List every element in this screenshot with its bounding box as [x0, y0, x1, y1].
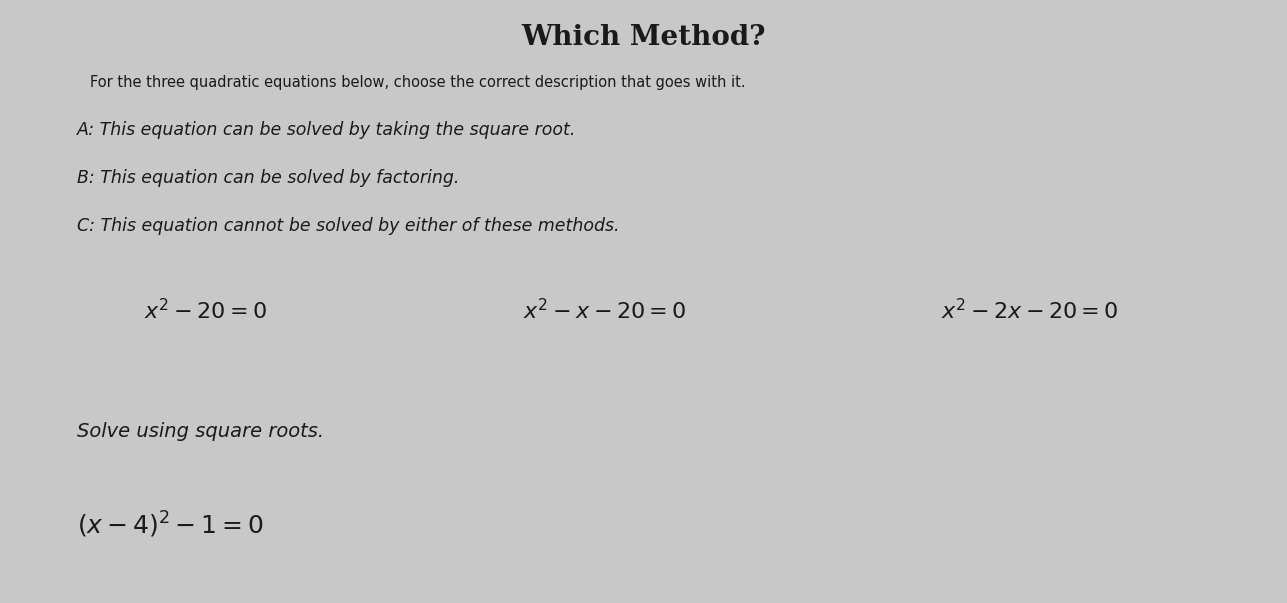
Text: $x^2-2x-20=0$: $x^2-2x-20=0$	[941, 298, 1118, 324]
Text: A: This equation can be solved by taking the square root.: A: This equation can be solved by taking…	[77, 121, 577, 139]
Text: Which Method?: Which Method?	[521, 24, 766, 51]
Text: $x^2-x-20=0$: $x^2-x-20=0$	[524, 298, 686, 324]
Text: C: This equation cannot be solved by either of these methods.: C: This equation cannot be solved by eit…	[77, 217, 620, 235]
Text: Solve using square roots.: Solve using square roots.	[77, 422, 324, 441]
Text: B: This equation can be solved by factoring.: B: This equation can be solved by factor…	[77, 169, 459, 187]
Text: $(x-4)^2-1=0$: $(x-4)^2-1=0$	[77, 510, 264, 540]
Text: $x^2-20=0$: $x^2-20=0$	[144, 298, 268, 324]
Text: For the three quadratic equations below, choose the correct description that goe: For the three quadratic equations below,…	[90, 75, 745, 90]
